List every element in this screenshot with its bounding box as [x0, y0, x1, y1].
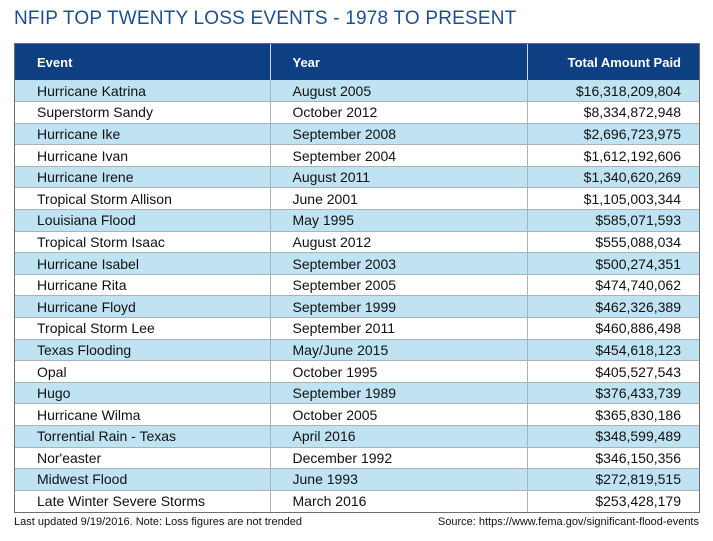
cell-total-amount-paid: $348,599,489 [527, 425, 699, 448]
cell-year: October 2005 [270, 403, 528, 426]
table-row: Texas Flooding May/June 2015 $454,618,123 [15, 339, 699, 362]
cell-event: Hurricane Isabel [15, 252, 271, 275]
cell-year: June 1993 [270, 468, 528, 491]
table-row: Torrential Rain - Texas April 2016 $348,59… [15, 425, 699, 448]
table-row: Nor'easter December 1992 $346,150,356 [15, 447, 699, 470]
cell-total-amount-paid: $474,740,062 [527, 274, 699, 297]
cell-total-amount-paid: $272,819,515 [527, 468, 699, 491]
cell-event: Hurricane Rita [15, 274, 271, 297]
cell-year: August 2005 [270, 80, 528, 103]
cell-event: Tropical Storm Lee [15, 317, 271, 340]
cell-event: Hurricane Katrina [15, 80, 271, 103]
table-row: Late Winter Severe Storms March 2016 $253,… [15, 490, 699, 512]
cell-event: Hurricane Ike [15, 123, 271, 146]
cell-total-amount-paid: $365,830,186 [527, 403, 699, 426]
cell-total-amount-paid: $405,527,543 [527, 360, 699, 383]
cell-year: September 2005 [270, 274, 528, 297]
cell-year: September 1989 [270, 382, 528, 405]
table-row: Hugo September 1989 $376,433,739 [15, 382, 699, 405]
cell-event: Hurricane Floyd [15, 295, 271, 319]
cell-year: August 2011 [270, 166, 528, 189]
cell-event: Midwest Flood [15, 468, 271, 491]
cell-year: May/June 2015 [270, 339, 528, 362]
cell-total-amount-paid: $253,428,179 [595, 493, 681, 510]
cell-event: Texas Flooding [15, 339, 271, 362]
table-row: Hurricane Rita September 2005 $474,740,062 [15, 274, 699, 297]
cell-year: October 1995 [270, 360, 528, 383]
cell-total-amount-paid: $2,696,723,975 [527, 123, 699, 146]
cell-total-amount-paid: $454,618,123 [527, 339, 699, 362]
table-row: Midwest Flood June 1993 $272,819,515 [15, 468, 699, 491]
column-header-total-amount-paid: Total Amount Paid [567, 54, 681, 70]
cell-event: Nor'easter [15, 447, 271, 470]
cell-total-amount-paid: $1,105,003,344 [527, 187, 699, 211]
cell-year: September 2011 [270, 317, 528, 340]
cell-event: Hurricane Ivan [15, 144, 271, 167]
footer-source: Source: https://www.fema.gov/significant… [437, 516, 699, 528]
cell-year: September 2003 [270, 252, 528, 275]
table-row: Hurricane Floyd September 1999 $462,326,38… [15, 295, 699, 319]
column-header-event: Event [15, 44, 271, 80]
cell-total-amount-paid: $376,433,739 [527, 382, 699, 405]
cell-total-amount-paid: $460,886,498 [527, 317, 699, 340]
table-row: Superstorm Sandy October 2012 $8,334,872,9… [15, 101, 699, 124]
cell-total-amount-paid: $346,150,356 [527, 447, 699, 470]
cell-event: Louisiana Flood [15, 209, 271, 232]
column-header-year: Year [270, 44, 528, 80]
cell-total-amount-paid: $8,334,872,948 [527, 101, 699, 124]
cell-year: August 2012 [270, 231, 528, 254]
cell-year: June 2001 [270, 187, 528, 211]
cell-total-amount-paid: $585,071,593 [527, 209, 699, 232]
table-row: Hurricane Isabel September 2003 $500,274,3… [15, 252, 699, 275]
loss-events-table: Event Year Total Amount Paid Hurricane K… [14, 43, 700, 513]
cell-event: Late Winter Severe Storms [15, 490, 271, 512]
table-row: Louisiana Flood May 1995 $585,071,593 [15, 209, 699, 232]
cell-year: September 2008 [270, 123, 528, 146]
cell-year: September 1999 [270, 295, 528, 319]
header-row: Event Year Total Amount Paid [15, 44, 699, 80]
cell-year: May 1995 [270, 209, 528, 232]
table-row: Hurricane Irene August 2011 $1,340,620,269 [15, 166, 699, 189]
table-row: Tropical Storm Lee September 2011 $460,886… [15, 317, 699, 340]
table-row: Tropical Storm Isaac August 2012 $555,088,… [15, 231, 699, 254]
cell-event: Superstorm Sandy [15, 101, 271, 124]
cell-event: Hurricane Wilma [15, 403, 271, 426]
table-row: Opal October 1995 $405,527,543 [15, 360, 699, 383]
table-row: Hurricane Ivan September 2004 $1,612,192,6… [15, 144, 699, 167]
cell-event: Torrential Rain - Texas [15, 425, 271, 448]
table-body: Hurricane Katrina August 2005 $16,318,209,… [15, 80, 699, 512]
cell-year: April 2016 [270, 425, 528, 448]
cell-total-amount-paid: $555,088,034 [527, 231, 699, 254]
table-row: Hurricane Ike September 2008 $2,696,723,97… [15, 123, 699, 146]
cell-year: September 2004 [270, 144, 528, 167]
cell-year: December 1992 [270, 447, 528, 470]
cell-year: March 2016 [270, 490, 528, 512]
cell-event: Hurricane Irene [15, 166, 271, 189]
cell-total-amount-paid: $1,340,620,269 [527, 166, 699, 189]
chart-title: NFIP TOP TWENTY LOSS EVENTS - 1978 TO PR… [14, 8, 517, 29]
cell-event: Hugo [15, 382, 271, 405]
cell-event: Opal [15, 360, 271, 383]
cell-total-amount-paid: $1,612,192,606 [527, 144, 699, 167]
cell-event: Tropical Storm Allison [15, 187, 271, 211]
table-row: Tropical Storm Allison June 2001 $1,105,00… [15, 187, 699, 211]
footer-note: Last updated 9/19/2016. Note: Loss figur… [14, 516, 303, 528]
data-table: Event Year Total Amount Paid Hurricane K… [15, 44, 699, 512]
cell-event: Tropical Storm Isaac [15, 231, 271, 254]
table-row: Hurricane Katrina August 2005 $16,318,209,… [15, 80, 699, 103]
cell-total-amount-paid: $16,318,209,804 [527, 80, 699, 103]
cell-total-amount-paid: $462,326,389 [527, 295, 699, 319]
table-row: Hurricane Wilma October 2005 $365,830,186 [15, 403, 699, 426]
cell-year: October 2012 [270, 101, 528, 124]
cell-total-amount-paid: $500,274,351 [527, 252, 699, 275]
